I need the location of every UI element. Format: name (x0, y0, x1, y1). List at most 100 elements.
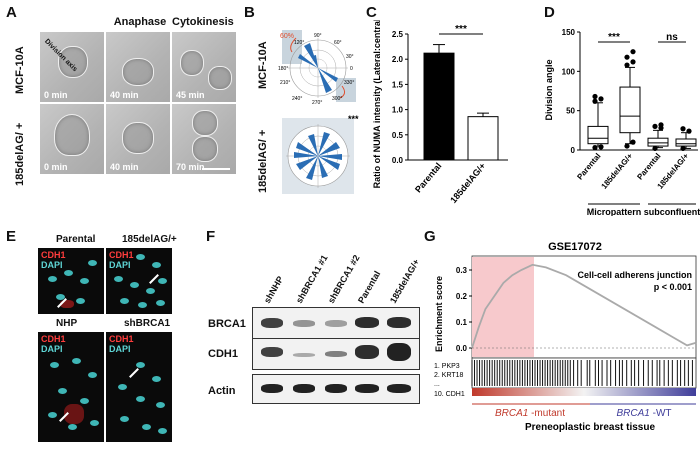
annotation-line1: Cell-cell adherens junction (577, 270, 692, 280)
image-label-nhp: NHP (56, 318, 78, 329)
outlier-point (680, 126, 686, 132)
box (647, 137, 669, 147)
lane-label: shBRCA1 #1 (294, 253, 330, 305)
y-tick-label: 0.3 (456, 266, 468, 275)
scale-bar (202, 168, 230, 170)
gene-label: 10. CDH1 (434, 391, 465, 398)
outlier-point (680, 145, 686, 152)
y-tick-label: 2.0 (392, 55, 404, 64)
box (619, 86, 641, 134)
rose-angle-label: 120° (294, 40, 304, 46)
rose-angle-label: 330° (344, 80, 354, 86)
outlier-point (598, 96, 604, 102)
rose-angle-label: 90° (314, 33, 322, 39)
time-label: 0 min (44, 90, 68, 100)
time-label: 70 min (176, 162, 205, 172)
panel-letter-b: B (244, 4, 255, 21)
group-label-wt: BRCA1 -WT (616, 408, 671, 419)
gene-label: 2. KRT18 (434, 372, 464, 379)
time-label: 45 min (176, 90, 205, 100)
timelapse-frame: 40 min (106, 32, 170, 102)
rose-angle-label: 30° (346, 54, 354, 60)
hit-panel (471, 357, 697, 389)
rose-percent-label: 60% (280, 33, 294, 40)
outlier-point (686, 128, 692, 134)
rose-angle-label: 210° (280, 80, 290, 86)
timelapse-frame: 70 min (172, 104, 236, 174)
outlier-point (652, 123, 658, 129)
blot-label-cdh1: CDH1 (208, 348, 238, 360)
lane-label: shNHP (262, 274, 286, 305)
blot-label-actin: Actin (208, 385, 236, 397)
timelapse-frame: 45 min (172, 32, 236, 102)
y-tick-label: 1.0 (392, 106, 404, 115)
rose-angle-label: 240° (292, 96, 302, 102)
y-tick-label: 100 (562, 67, 576, 76)
lane-label: Parental (356, 269, 383, 305)
group-label-mutant: BRCA1 -mutant (495, 408, 565, 419)
col-header-anaphase: Anaphase (113, 16, 167, 28)
significance-label: *** (455, 24, 467, 35)
y-tick-label: 0.5 (392, 131, 404, 140)
outlier-point (652, 145, 658, 152)
outlier-point (592, 93, 598, 100)
timelapse-frame: 40 min (106, 104, 170, 174)
box-plot-division-angle: Division angle 0 50 100 150 Parental185delA… (544, 28, 700, 216)
x-tick-label: 185delAG/+ (448, 161, 487, 205)
y-tick-label: 0.0 (456, 344, 468, 353)
image-label-parental: Parental (56, 234, 96, 245)
bar (423, 52, 455, 161)
western-blot-brca1 (252, 307, 420, 339)
blot-label-brca1: BRCA1 (208, 318, 246, 330)
outlier-point (624, 62, 630, 68)
x-axis-label: Preneoplastic breast tissue (525, 422, 655, 433)
outlier-point (658, 122, 664, 128)
rose-diagrams: 60% 90° 120° 60° 30° 0 180° 210° 330° 24… (278, 30, 359, 194)
outlier-point (630, 59, 636, 65)
col-header-cytokinesis: Cytokinesis (172, 16, 234, 28)
rank-gradient-bar (472, 388, 696, 396)
rose-angle-label: 270° (312, 100, 322, 106)
y-tick-label: 0.2 (456, 292, 468, 301)
outlier-point (624, 54, 630, 60)
stain-label-dapi: DAPI (109, 260, 131, 270)
stain-label-dapi: DAPI (41, 344, 63, 354)
y-tick-label: 150 (562, 28, 576, 37)
y-tick-label: 0 (571, 146, 576, 155)
group-label: subconfluent (644, 207, 700, 216)
rose-angle-label: 180° (278, 66, 288, 72)
row-label-185delag: 185delAG/ + (14, 122, 26, 186)
western-blot-actin (252, 374, 420, 404)
y-tick-label: 1.5 (392, 80, 404, 89)
outlier-point (624, 143, 630, 149)
gene-label: ... (434, 381, 440, 388)
time-label: 40 min (110, 90, 139, 100)
time-label: 0 min (44, 162, 68, 172)
y-tick-label: 50 (566, 107, 575, 116)
y-tick-label: 0.1 (456, 318, 468, 327)
stain-label-cdh1: CDH1 (41, 250, 66, 260)
rose-angle-label: 0 (350, 66, 353, 72)
panel-letter-f: F (206, 228, 216, 245)
group-label: Micropattern (587, 207, 642, 216)
gsea-title: GSE17072 (548, 241, 602, 253)
outlier-point (630, 49, 636, 55)
x-tick-label: 185delAG/+ (599, 151, 634, 191)
y-axis-label: Ratio of NUMA intensity (Lateral:central… (372, 20, 382, 188)
timelapse-frame: Division axis 0 min (40, 32, 104, 102)
rose-angle-label: 60° (334, 40, 342, 46)
arrow-icon (129, 368, 139, 378)
lane-label: 185delAG/+ (388, 257, 422, 305)
stain-label-dapi: DAPI (41, 260, 63, 270)
y-axis-label: Division angle (544, 59, 554, 120)
image-label-185delag: 185delAG/+ (122, 234, 177, 245)
panel-letter-g: G (424, 228, 436, 245)
box (675, 138, 697, 147)
y-axis-label: Enrichment score (434, 276, 444, 352)
enrichment-curve (471, 263, 697, 349)
bar-chart-numa: Ratio of NUMA intensity (Lateral:central… (372, 20, 508, 205)
stain-label-cdh1: CDH1 (109, 250, 134, 260)
image-label-shbrca1: shBRCA1 (124, 318, 171, 329)
rose-angle-label: 300° (332, 96, 342, 102)
